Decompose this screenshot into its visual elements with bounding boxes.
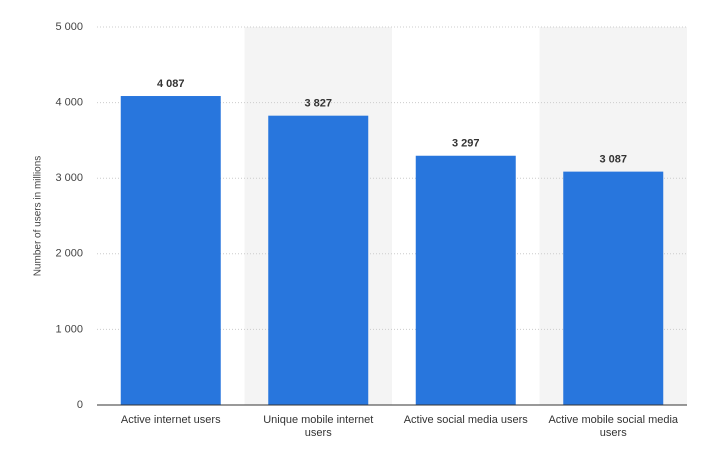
y-tick-label: 0 [77,399,83,411]
value-label: 3 087 [599,154,627,166]
x-tick-label: Active internet users [120,414,221,426]
y-tick-label: 4 000 [55,97,83,109]
value-label: 3 827 [304,98,332,110]
x-tick-label: Active social media users [403,414,528,426]
y-tick-label: 1 000 [55,323,83,335]
y-tick-label: 2 000 [55,248,83,260]
y-axis-label: Number of users in millions [33,156,44,277]
bar [415,155,516,405]
bar [120,96,221,405]
x-tick-label: Active mobile social media users [548,414,679,439]
value-label: 4 087 [157,78,185,90]
y-tick-label: 5 000 [55,21,83,33]
value-label: 3 297 [452,138,480,150]
x-tick-label: Unique mobile internet users [263,414,374,439]
y-tick-label: 3 000 [55,172,83,184]
bar [268,115,369,405]
bar [563,171,664,405]
